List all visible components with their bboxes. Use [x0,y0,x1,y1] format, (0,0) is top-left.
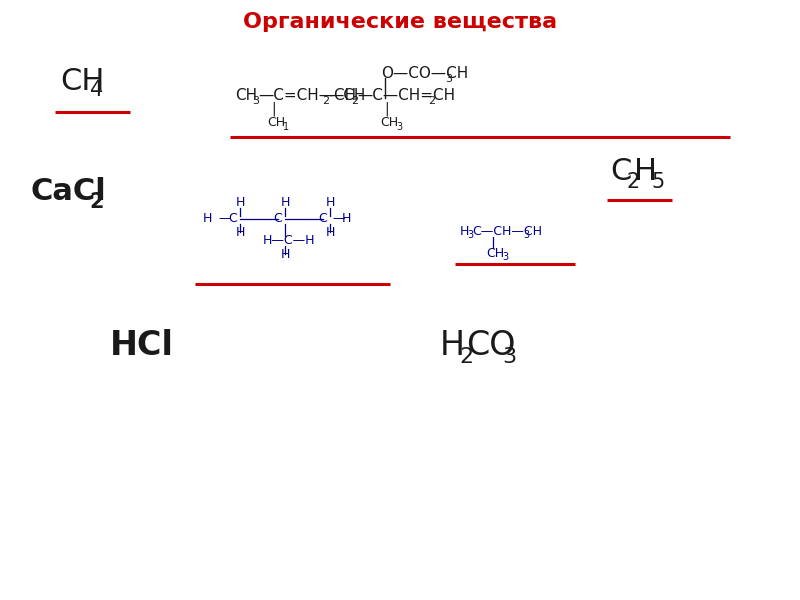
Text: C: C [274,212,282,225]
Text: CaCl: CaCl [30,177,106,206]
Text: 2: 2 [322,96,329,106]
Text: CO: CO [466,329,515,362]
Text: H: H [235,226,245,239]
Text: H: H [280,196,290,209]
Text: C—CH—CH: C—CH—CH [472,225,542,238]
Text: 2: 2 [626,172,639,192]
Text: H: H [440,329,465,362]
Text: H: H [634,157,657,186]
Text: 3: 3 [502,252,508,262]
Text: —: — [332,212,345,225]
Text: CH: CH [60,67,104,96]
Text: H: H [235,196,245,209]
Text: —: — [218,212,230,225]
Text: |: | [272,101,276,115]
Text: H: H [280,248,290,261]
Text: —C=CH—CH: —C=CH—CH [258,88,356,103]
Text: 3: 3 [467,230,473,240]
Text: H: H [326,196,334,209]
Text: 3: 3 [445,74,452,84]
Text: 2: 2 [459,347,473,367]
Text: O—CO—CH: O—CO—CH [381,66,468,81]
Text: 1: 1 [283,122,289,132]
Text: 2: 2 [89,192,103,212]
Text: C: C [318,212,327,225]
Text: H: H [460,225,470,238]
Text: —C—CH=CH: —C—CH=CH [357,88,455,103]
Text: |: | [385,101,390,115]
Text: H—C—H: H—C—H [263,234,315,247]
Text: H: H [326,226,334,239]
Text: 5: 5 [651,172,664,192]
Text: 2: 2 [351,96,358,106]
Text: 3: 3 [502,347,516,367]
Text: CH: CH [380,116,398,129]
Text: H: H [202,212,212,225]
Text: 3: 3 [396,122,402,132]
Text: 4: 4 [90,80,103,100]
Text: —CH: —CH [328,88,366,103]
Text: H: H [342,212,350,225]
Text: HCl: HCl [110,329,174,362]
Text: C: C [229,212,238,225]
Text: CH: CH [267,116,285,129]
Text: 3: 3 [252,96,259,106]
Text: CH: CH [486,247,504,260]
Text: C: C [610,157,631,186]
Text: CH: CH [235,88,257,103]
Text: 2: 2 [428,96,435,106]
Text: 3: 3 [523,230,529,240]
Text: Органические вещества: Органические вещества [243,12,557,32]
